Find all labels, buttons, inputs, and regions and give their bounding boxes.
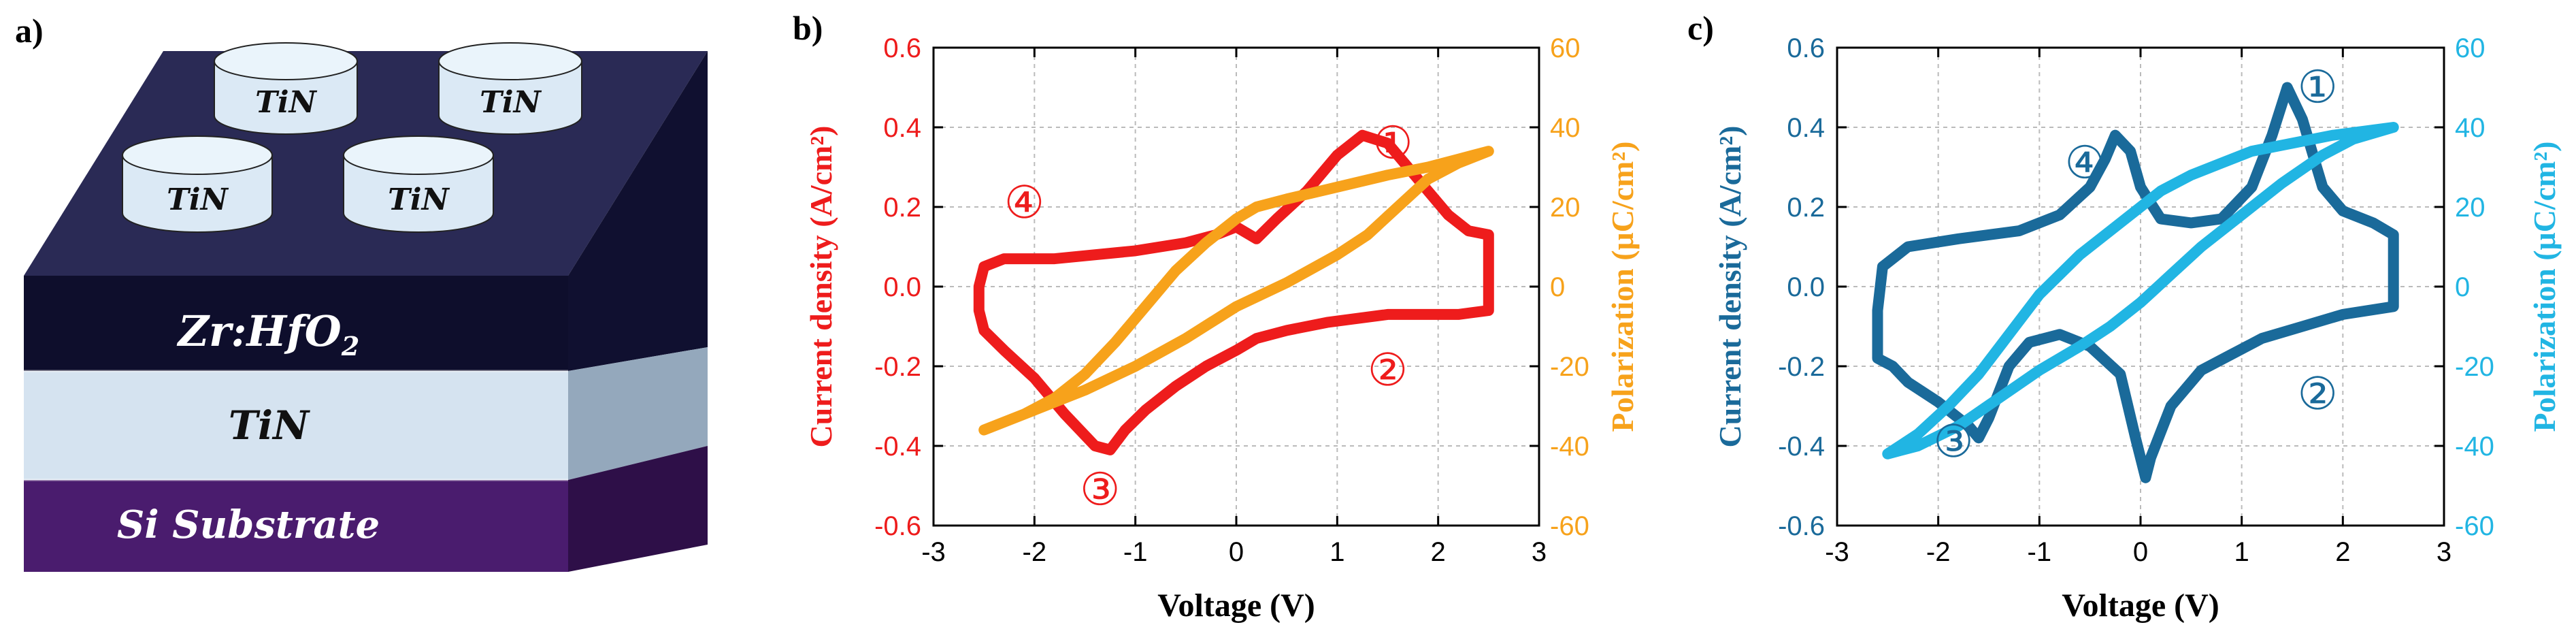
svg-text:TiN: TiN — [480, 85, 542, 120]
chart-c-y-tick-label: -0.6 — [1778, 511, 1825, 541]
svg-text:TiN: TiN — [167, 182, 229, 217]
side-face-substrate — [568, 446, 708, 572]
layer-substrate — [24, 480, 568, 572]
chart-c: -3 -2 -1 0 1 2 3 -0.6 -0.4 -0.2 0.0 0.2 0.4 0.6 -60 -40… — [1713, 33, 2562, 624]
device-schematic: a) Zr:HfO2 TiN Si Substrate TiN TiN — [15, 12, 708, 572]
chart-c-y2-tick-label: -20 — [2455, 352, 2494, 382]
substrate-label: Si Substrate — [117, 502, 380, 547]
electrode-bottom-left: TiN — [122, 135, 273, 233]
chart-b-annotation-4: ④ — [1004, 176, 1044, 229]
chart-c-x-tick-label: 3 — [2437, 537, 2451, 567]
chart-c-y-tick-label: 0.0 — [1787, 272, 1825, 302]
chart-b-x-tick-label: 1 — [1330, 537, 1344, 567]
chart-c-x-tick-label: -3 — [1825, 537, 1849, 567]
chart-b-x-tick-label: -2 — [1023, 537, 1047, 567]
chart-b-y2-tick-label: 20 — [1550, 193, 1581, 223]
chart-b-current-density-loop — [973, 129, 1494, 455]
chart-b-y-tick-label: 0.0 — [883, 272, 921, 302]
chart-b-y2-tick-label: 60 — [1550, 33, 1581, 63]
chart-c-annotation-2: ② — [2298, 368, 2338, 420]
chart-b-y2-tick-label: -60 — [1550, 511, 1589, 541]
chart-b-x-tick-label: 3 — [1532, 537, 1547, 567]
chart-b-y-tick-label: -0.6 — [874, 511, 921, 541]
chart-c-y2-tick-label: 0 — [2455, 272, 2470, 302]
layer-ferroelectric — [24, 276, 568, 371]
chart-c-y2-tick-label: -60 — [2455, 511, 2494, 541]
layer-tin — [24, 371, 568, 480]
chart-b-polarization-loop — [978, 146, 1494, 436]
chart-c-x-axis-title: Voltage (V) — [2062, 587, 2219, 624]
chart-b-annotation-1: ① — [1372, 116, 1413, 169]
chart-c-current-density-loop — [1872, 82, 2399, 483]
chart-c-y2-tick-label: -40 — [2455, 432, 2494, 462]
electrode-top-right: TiN — [438, 42, 582, 135]
chart-b-x-tick-label: -1 — [1123, 537, 1148, 567]
electrode-top-left: TiN — [214, 42, 358, 135]
chart-b-x-axis-title: Voltage (V) — [1157, 587, 1315, 624]
panel-a-label: a) — [15, 12, 44, 50]
chart-b-x-tick-label: 0 — [1229, 537, 1244, 567]
chart-c-annotation-4: ④ — [2065, 137, 2105, 189]
chart-c-x-tick-label: -2 — [1926, 537, 1951, 567]
chart-c-y2-tick-label: 20 — [2455, 193, 2486, 223]
chart-b-y2-tick-label: -20 — [1550, 352, 1589, 382]
chart-c-y2-tick-label: 60 — [2455, 33, 2486, 63]
side-face-ferroelectric — [568, 51, 708, 371]
chart-c-y-tick-label: 0.2 — [1787, 193, 1825, 223]
svg-text:TiN: TiN — [255, 85, 317, 120]
svg-text:TiN: TiN — [388, 182, 450, 217]
chart-b-y-tick-label: 0.4 — [883, 113, 921, 143]
chart-b-y-tick-label: -0.4 — [874, 432, 921, 462]
bottom-electrode-label: TiN — [229, 402, 310, 449]
chart-c-x-tick-label: 1 — [2234, 537, 2249, 567]
chart-c-annotation-1: ① — [2298, 61, 2338, 114]
chart-b: -3 -2 -1 0 1 2 3 -0.6 -0.4 -0.2 0.0 0.2 0.4 0.6 -60 -40… — [804, 33, 1640, 624]
chart-b-x-tick-label: 2 — [1431, 537, 1446, 567]
chart-b-annotation-3: ③ — [1080, 463, 1120, 515]
chart-c-y-tick-label: -0.4 — [1778, 432, 1825, 462]
chart-c-y2-axis-title: Polarization (μC/cm²) — [2527, 142, 2562, 432]
chart-c-y-tick-label: 0.6 — [1787, 33, 1825, 63]
chart-c-y-tick-label: 0.4 — [1787, 113, 1825, 143]
chart-b-y2-tick-label: 0 — [1550, 272, 1565, 302]
chart-c-x-tick-label: -1 — [2028, 537, 2052, 567]
chart-b-y2-tick-label: -40 — [1550, 432, 1589, 462]
chart-b-x-tick-label: -3 — [921, 537, 946, 567]
panel-c-label: c) — [1687, 9, 1714, 47]
chart-c-y-tick-label: -0.2 — [1778, 352, 1825, 382]
chart-c-annotation-3: ③ — [1933, 415, 1973, 468]
chart-b-y-tick-label: 0.2 — [883, 193, 921, 223]
electrode-bottom-right: TiN — [343, 135, 494, 233]
chart-b-y2-axis-title: Polarization (μC/cm²) — [1605, 142, 1640, 432]
chart-c-y2-tick-label: 40 — [2455, 113, 2486, 143]
chart-b-y-tick-label: -0.2 — [874, 352, 921, 382]
chart-b-y2-tick-label: 40 — [1550, 113, 1581, 143]
chart-c-x-tick-label: 2 — [2335, 537, 2350, 567]
chart-c-polarization-loop — [1882, 122, 2399, 460]
side-face-tin — [568, 347, 708, 480]
panel-b-label: b) — [793, 9, 823, 47]
ferroelectric-label: Zr:HfO2 — [176, 306, 360, 361]
chart-b-y-axis-title: Current density (A/cm²) — [804, 126, 838, 448]
chart-b-y-tick-label: 0.6 — [883, 33, 921, 63]
chart-c-x-tick-label: 0 — [2133, 537, 2148, 567]
chart-b-annotation-2: ② — [1368, 344, 1408, 396]
chart-c-y-axis-title: Current density (A/cm²) — [1713, 126, 1747, 448]
